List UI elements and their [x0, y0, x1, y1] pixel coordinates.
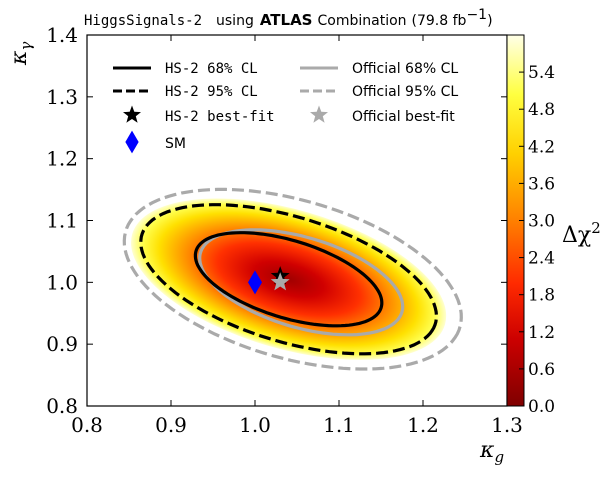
marker-official-best-fit — [270, 272, 290, 291]
colorbar-tick-label: 0.0 — [528, 397, 555, 417]
colorbar-tick-label: 2.4 — [528, 249, 555, 269]
colorbar-tick-label: 1.8 — [528, 286, 555, 306]
legend-sm-swatch — [125, 130, 139, 154]
title-lumi-exp: −1 — [466, 7, 487, 23]
title-prefix: HiggsSignals-2 — [84, 13, 202, 29]
y-tick-label: 1.0 — [46, 270, 78, 294]
title-using: using — [216, 13, 254, 29]
colorbar-tick-label: 3.0 — [528, 212, 555, 232]
legend-official-best-fit-label: Official best-fit — [352, 109, 455, 125]
x-axis: 0.8 0.9 1.0 1.1 1.2 1.3 — [71, 35, 523, 437]
legend-hs-2-68-cl-label: HS-2 68% CL — [165, 61, 258, 77]
colorbar-tick-label: 1.2 — [528, 323, 555, 343]
colorbar-tick-label: 4.8 — [528, 100, 555, 120]
contour-official-95-cl — [122, 187, 463, 371]
colorbar-tick-label: 5.4 — [528, 63, 555, 83]
x-axis-label: κg — [479, 438, 504, 466]
y-tick-label: 0.8 — [46, 394, 78, 418]
contour-hs-2-68-cl — [193, 231, 384, 328]
x-tick-label: 1.2 — [407, 413, 439, 437]
y-axis: 0.8 0.9 1.0 1.1 1.2 1.3 1.4 — [46, 23, 507, 418]
point-layer — [248, 266, 290, 295]
legend-official-best-fit-swatch — [310, 105, 328, 123]
x-tick-label: 0.9 — [155, 413, 187, 437]
colorbar: 0.0 0.6 1.2 1.8 2.4 3.0 3.6 4.2 4.8 5.4 Δχ2 — [506, 34, 601, 417]
legend-sm-label: SM — [165, 136, 186, 152]
colorbar-ticks: 0.0 0.6 1.2 1.8 2.4 3.0 3.6 4.2 4.8 5.4 — [519, 63, 555, 417]
x-tick-label: 1.1 — [323, 413, 355, 437]
legend-official-68-cl-label: Official 68% CL — [352, 61, 458, 77]
colorbar-tick-label: 3.6 — [528, 174, 555, 194]
contour-hs-2-95-cl — [139, 203, 439, 356]
title-lumi-close: ) — [487, 13, 492, 29]
colorbar-tick-label: 0.6 — [528, 360, 555, 380]
contour-official-68-cl — [198, 228, 405, 337]
legend-hs-2-best-fit-swatch — [123, 105, 141, 123]
colorbar-tick-label: 4.2 — [528, 137, 555, 157]
y-tick-label: 1.3 — [46, 85, 78, 109]
legend: HS-2 68% CL Official 68% CL HS-2 95% CL Off… — [113, 61, 458, 154]
legend-official-95-cl-label: Official 95% CL — [352, 84, 458, 100]
x-tick-label: 1.3 — [491, 413, 523, 437]
title-experiment: ATLAS — [260, 11, 313, 29]
y-tick-label: 1.1 — [46, 209, 78, 233]
y-tick-label: 0.9 — [46, 332, 78, 356]
title-lumi: (79.8 fb — [412, 13, 467, 29]
title-suffix: Combination — [318, 13, 407, 29]
x-tick-label: 1.0 — [239, 413, 271, 437]
y-axis-label: κγ — [7, 42, 35, 66]
legend-hs-2-95-cl-label: HS-2 95% CL — [165, 84, 258, 100]
plot-area — [122, 187, 463, 371]
chart-title: HiggsSignals-2 using ATLAS Combination (79.8… — [84, 7, 493, 29]
contour-layer — [122, 187, 463, 371]
x-tick-label: 0.8 — [71, 413, 103, 437]
marker-sm — [248, 270, 262, 295]
y-tick-label: 1.2 — [46, 147, 78, 171]
colorbar-label: Δχ2 — [562, 219, 601, 248]
y-tick-label: 1.4 — [46, 23, 78, 47]
legend-hs-2-best-fit-label: HS-2 best-fit — [165, 109, 275, 125]
